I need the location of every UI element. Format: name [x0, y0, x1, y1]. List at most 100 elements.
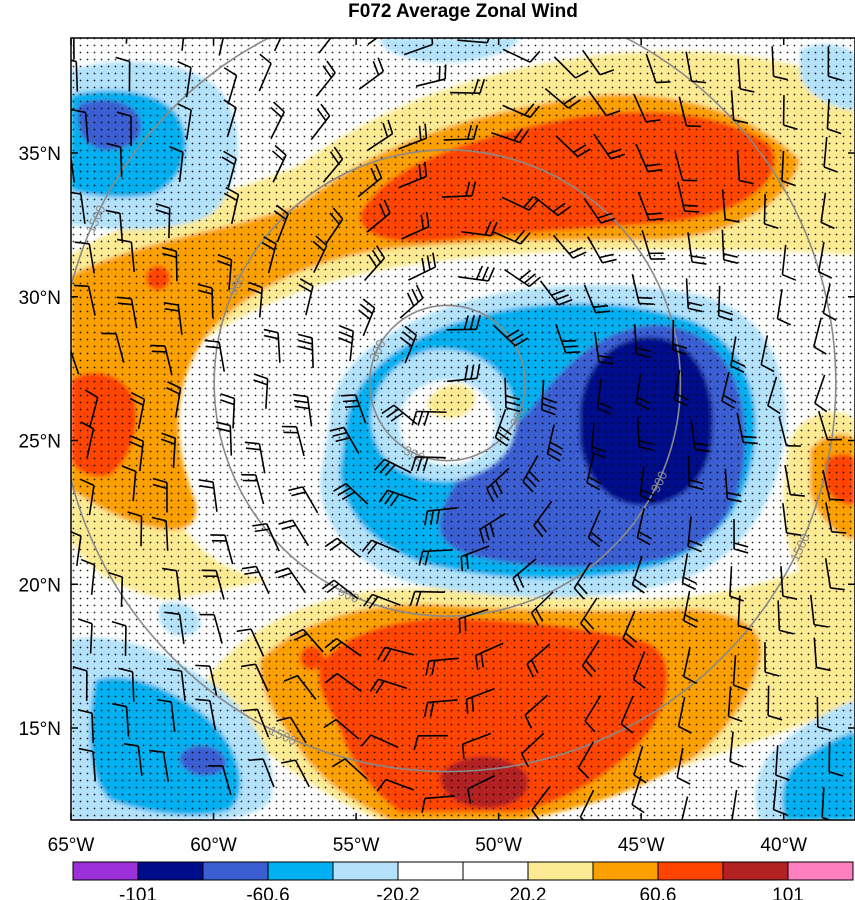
wind-barb: [552, 234, 587, 259]
wind-barb: [248, 758, 275, 788]
wind-barb: [71, 530, 82, 566]
wind-barb: [360, 734, 399, 749]
wind-barb: [199, 613, 223, 644]
wind-barb: [357, 164, 383, 198]
wind-barb: [127, 511, 143, 547]
wind-barb: [584, 695, 602, 733]
wind-barb: [223, 99, 237, 137]
wind-barb: [177, 60, 192, 98]
wind-barb: [588, 90, 621, 117]
wind-barb: [160, 432, 177, 469]
wind-barb: [781, 244, 797, 281]
wind-barb: [778, 416, 801, 447]
wind-barb: [682, 647, 697, 685]
wind-barb: [479, 512, 506, 544]
wind-barb: [123, 742, 143, 776]
wind-barb: [461, 732, 491, 759]
wind-barb: [501, 196, 540, 211]
wind-barb: [236, 628, 265, 657]
wind-barb: [577, 741, 595, 779]
wind-barb: [263, 328, 281, 363]
wind-barb: [258, 53, 272, 92]
wind-barb: [156, 698, 176, 732]
wind-barbs: [71, 38, 847, 820]
wind-barb: [780, 566, 798, 600]
colorbar-swatch: [72, 861, 139, 881]
wind-barb: [583, 284, 611, 314]
wind-barb: [635, 373, 651, 410]
wind-barb: [247, 281, 264, 318]
wind-barb: [460, 545, 490, 572]
wind-barb: [772, 779, 788, 816]
wind-barb: [540, 379, 557, 416]
wind-barb: [325, 673, 362, 693]
wind-barb: [729, 731, 744, 768]
wind-barb: [71, 152, 76, 183]
wind-barb: [555, 324, 581, 354]
wind-barb: [767, 685, 783, 721]
wind-barb: [297, 333, 314, 368]
lat-tick-label: 35°N: [19, 144, 61, 165]
wind-barb: [166, 381, 182, 418]
wind-barb: [421, 795, 455, 813]
wind-barb: [687, 232, 707, 265]
wind-barb: [817, 410, 843, 441]
wind-barb: [682, 591, 699, 629]
wind-barb: [580, 597, 598, 635]
wind-barb: [730, 336, 746, 373]
wind-barb: [631, 555, 647, 594]
wind-barb: [367, 38, 379, 45]
wind-barb: [645, 53, 671, 84]
wind-barb: [324, 637, 362, 657]
wind-barb: [685, 51, 707, 84]
wind-barb: [425, 657, 459, 676]
wind-barb: [198, 479, 218, 512]
wind-barb: [620, 695, 634, 734]
wind-barb: [635, 143, 663, 173]
wind-barb: [677, 696, 692, 734]
wind-barb: [809, 594, 829, 628]
colorbar-swatch: [332, 861, 399, 881]
wind-barb: [274, 567, 307, 594]
wind-barb: [399, 325, 418, 364]
wind-barb: [812, 317, 827, 355]
wind-barb: [215, 421, 233, 456]
wind-barb: [128, 434, 145, 472]
wind-barb: [276, 716, 307, 744]
wind-barb: [415, 64, 447, 87]
wind-barb: [221, 150, 237, 188]
wind-barb: [672, 320, 688, 356]
wind-barb: [273, 38, 282, 52]
wind-barb: [676, 747, 691, 785]
wind-barb: [281, 759, 310, 788]
wind-barb: [77, 708, 95, 744]
wind-barb: [823, 136, 839, 173]
wind-barb: [781, 150, 796, 187]
wind-barb: [822, 283, 837, 321]
wind-barb: [526, 643, 551, 678]
wind-barb: [115, 56, 131, 92]
wind-barb: [71, 191, 86, 224]
wind-barb: [492, 324, 529, 347]
wind-barb: [273, 204, 289, 243]
wind-barb: [825, 502, 847, 534]
wind-barb: [764, 642, 780, 677]
wind-barb: [376, 646, 415, 662]
wind-barb: [312, 235, 328, 273]
wind-barb: [822, 469, 845, 501]
wind-barb: [84, 389, 99, 427]
wind-barb: [681, 796, 689, 820]
wind-barb: [446, 315, 481, 331]
wind-barb: [533, 500, 553, 538]
wind-barb: [315, 60, 336, 97]
wind-barb: [579, 789, 595, 820]
wind-barb: [283, 675, 317, 701]
wind-barb: [827, 46, 843, 82]
wind-barb: [398, 161, 428, 189]
wind-barb: [322, 146, 344, 183]
wind-barb: [223, 186, 240, 224]
wind-barb: [358, 298, 376, 337]
wind-barb: [546, 424, 564, 462]
wind-barb: [401, 212, 430, 240]
